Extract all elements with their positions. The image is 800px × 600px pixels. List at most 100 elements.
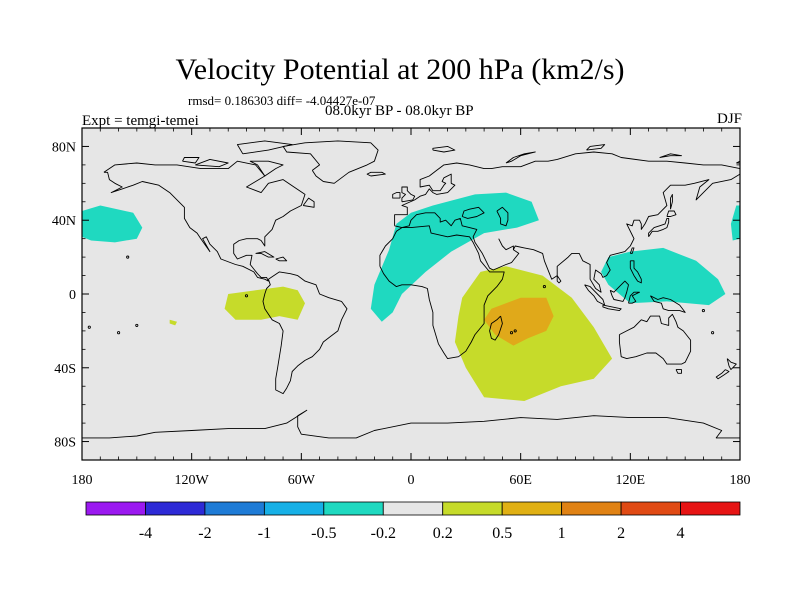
x-tick-label: 60E [509,473,532,488]
coast-borneo [609,280,629,302]
stats-line: rmsd= 0.186303 diff= -4.04427e-07 [188,93,376,108]
axis-ticks: 180 120W 60W 0 60E 120E 180 80N 40N 0 40S 80S [52,127,751,488]
y-tick-label: 40S [54,362,76,377]
island-dot [701,309,705,313]
coast-north-america [103,160,306,282]
coast-australia [618,313,692,365]
island-dot [711,331,715,335]
coast-newfoundland [302,197,315,208]
experiment-label: Expt = temgi-temei [82,113,199,129]
coast-new-zealand-n [726,358,737,371]
colorbar-label: -0.5 [311,525,336,542]
coast-antarctica [82,409,740,439]
coast-south-america [262,271,348,395]
colorbar-label: 4 [677,525,685,542]
colorbar-swatch [263,501,325,516]
coast-british-isles [401,186,416,203]
colorbar-swatch [680,501,741,516]
coast-eurasia [394,151,740,226]
coast-victoria-island [195,158,229,168]
coast-sulawesi [628,291,640,304]
coast-eurasia-east [394,173,740,293]
coast-baffin [249,160,284,177]
colorbar-swatch [620,501,681,516]
region-eurasia-atlantic-negative [370,192,539,322]
coast-sakhalin [670,193,673,210]
colorbar-swatch [561,501,622,516]
colorbar-label: 0.5 [492,525,512,542]
colorbar-label: 0.2 [433,525,453,542]
colorbar-label: -0.2 [371,525,396,542]
coast-africa [379,225,505,360]
colorbar-swatch [145,501,206,516]
colorbar-swatch [442,501,503,516]
island-dot [513,329,517,333]
coast-madagascar [489,315,503,341]
y-tick-label: 80N [52,140,76,155]
x-tick-label: 180 [72,473,93,488]
coast-new-guinea [650,295,686,313]
coast-new-siberian [659,153,682,158]
coast-ireland [392,192,401,199]
colorbar-swatch [501,501,563,516]
coast-ellesmere [236,140,293,155]
region-north-pacific-negative [82,205,143,243]
colorbar-label: -4 [139,525,152,542]
coast-hokkaido [666,210,677,217]
island-dot [87,325,91,329]
coast-tasmania [675,369,682,374]
region-madagascar-positive-core [484,297,554,346]
island-dot [509,331,514,335]
colorbar-label: -1 [258,525,271,542]
colorbar-swatch [204,501,265,516]
region-south-america-positive [224,286,305,320]
colorbar-swatch [382,501,444,516]
coast-japan [648,217,670,238]
coast-philippines [629,260,642,284]
coast-taiwan [629,247,635,254]
coast-svalbard [432,145,456,153]
coast-banks-island [182,157,200,164]
coast-severnaya-zemlya [586,144,606,151]
island-dot [244,294,249,298]
coast-greenland [282,140,379,184]
region-dateline-negative [730,205,740,241]
y-tick-label: 80S [54,436,76,451]
colorbar-label: 2 [617,525,625,542]
y-tick-label: 0 [69,288,76,303]
coast-arabia-gulf [498,238,514,251]
coast-caspian [496,206,509,227]
region-east-pacific-speck [169,319,177,326]
colorbar-label: -2 [198,525,211,542]
subtitle: 08.0kyr BP - 08.0kyr BP [325,103,474,119]
colorbar-swatch [85,501,146,516]
island-dot [126,255,130,259]
y-tick-label: 40N [52,214,76,229]
region-west-pacific-negative [601,247,726,306]
x-tick-label: 180 [730,473,751,488]
coast-cuba [255,251,275,258]
x-tick-label: 120W [175,473,210,488]
island-dot [117,331,121,335]
coast-hispaniola [275,256,288,262]
season-label: DJF [716,111,742,127]
colorbar: -4 -2 -1 -0.5 -0.2 0.2 0.5 1 2 4 [85,501,741,542]
x-tick-label: 0 [408,473,415,488]
island-dot [542,285,546,289]
coast-black-sea [461,206,485,219]
coastlines [82,140,740,439]
x-tick-label: 60W [288,473,316,488]
island-dot [135,323,139,327]
colorbar-label: 1 [558,525,566,542]
coast-java [602,304,622,312]
x-tick-label: 120E [616,473,646,488]
chart-title: Velocity Potential at 200 hPa (km2/s) [175,53,625,86]
contour-regions [82,192,740,401]
coast-sri-lanka [556,275,562,284]
coast-wrangel [736,160,740,164]
coast-new-zealand-s [715,369,730,380]
coast-iceland [366,171,386,177]
colorbar-swatch [323,501,384,516]
coast-novaya-zemlya [505,151,536,164]
